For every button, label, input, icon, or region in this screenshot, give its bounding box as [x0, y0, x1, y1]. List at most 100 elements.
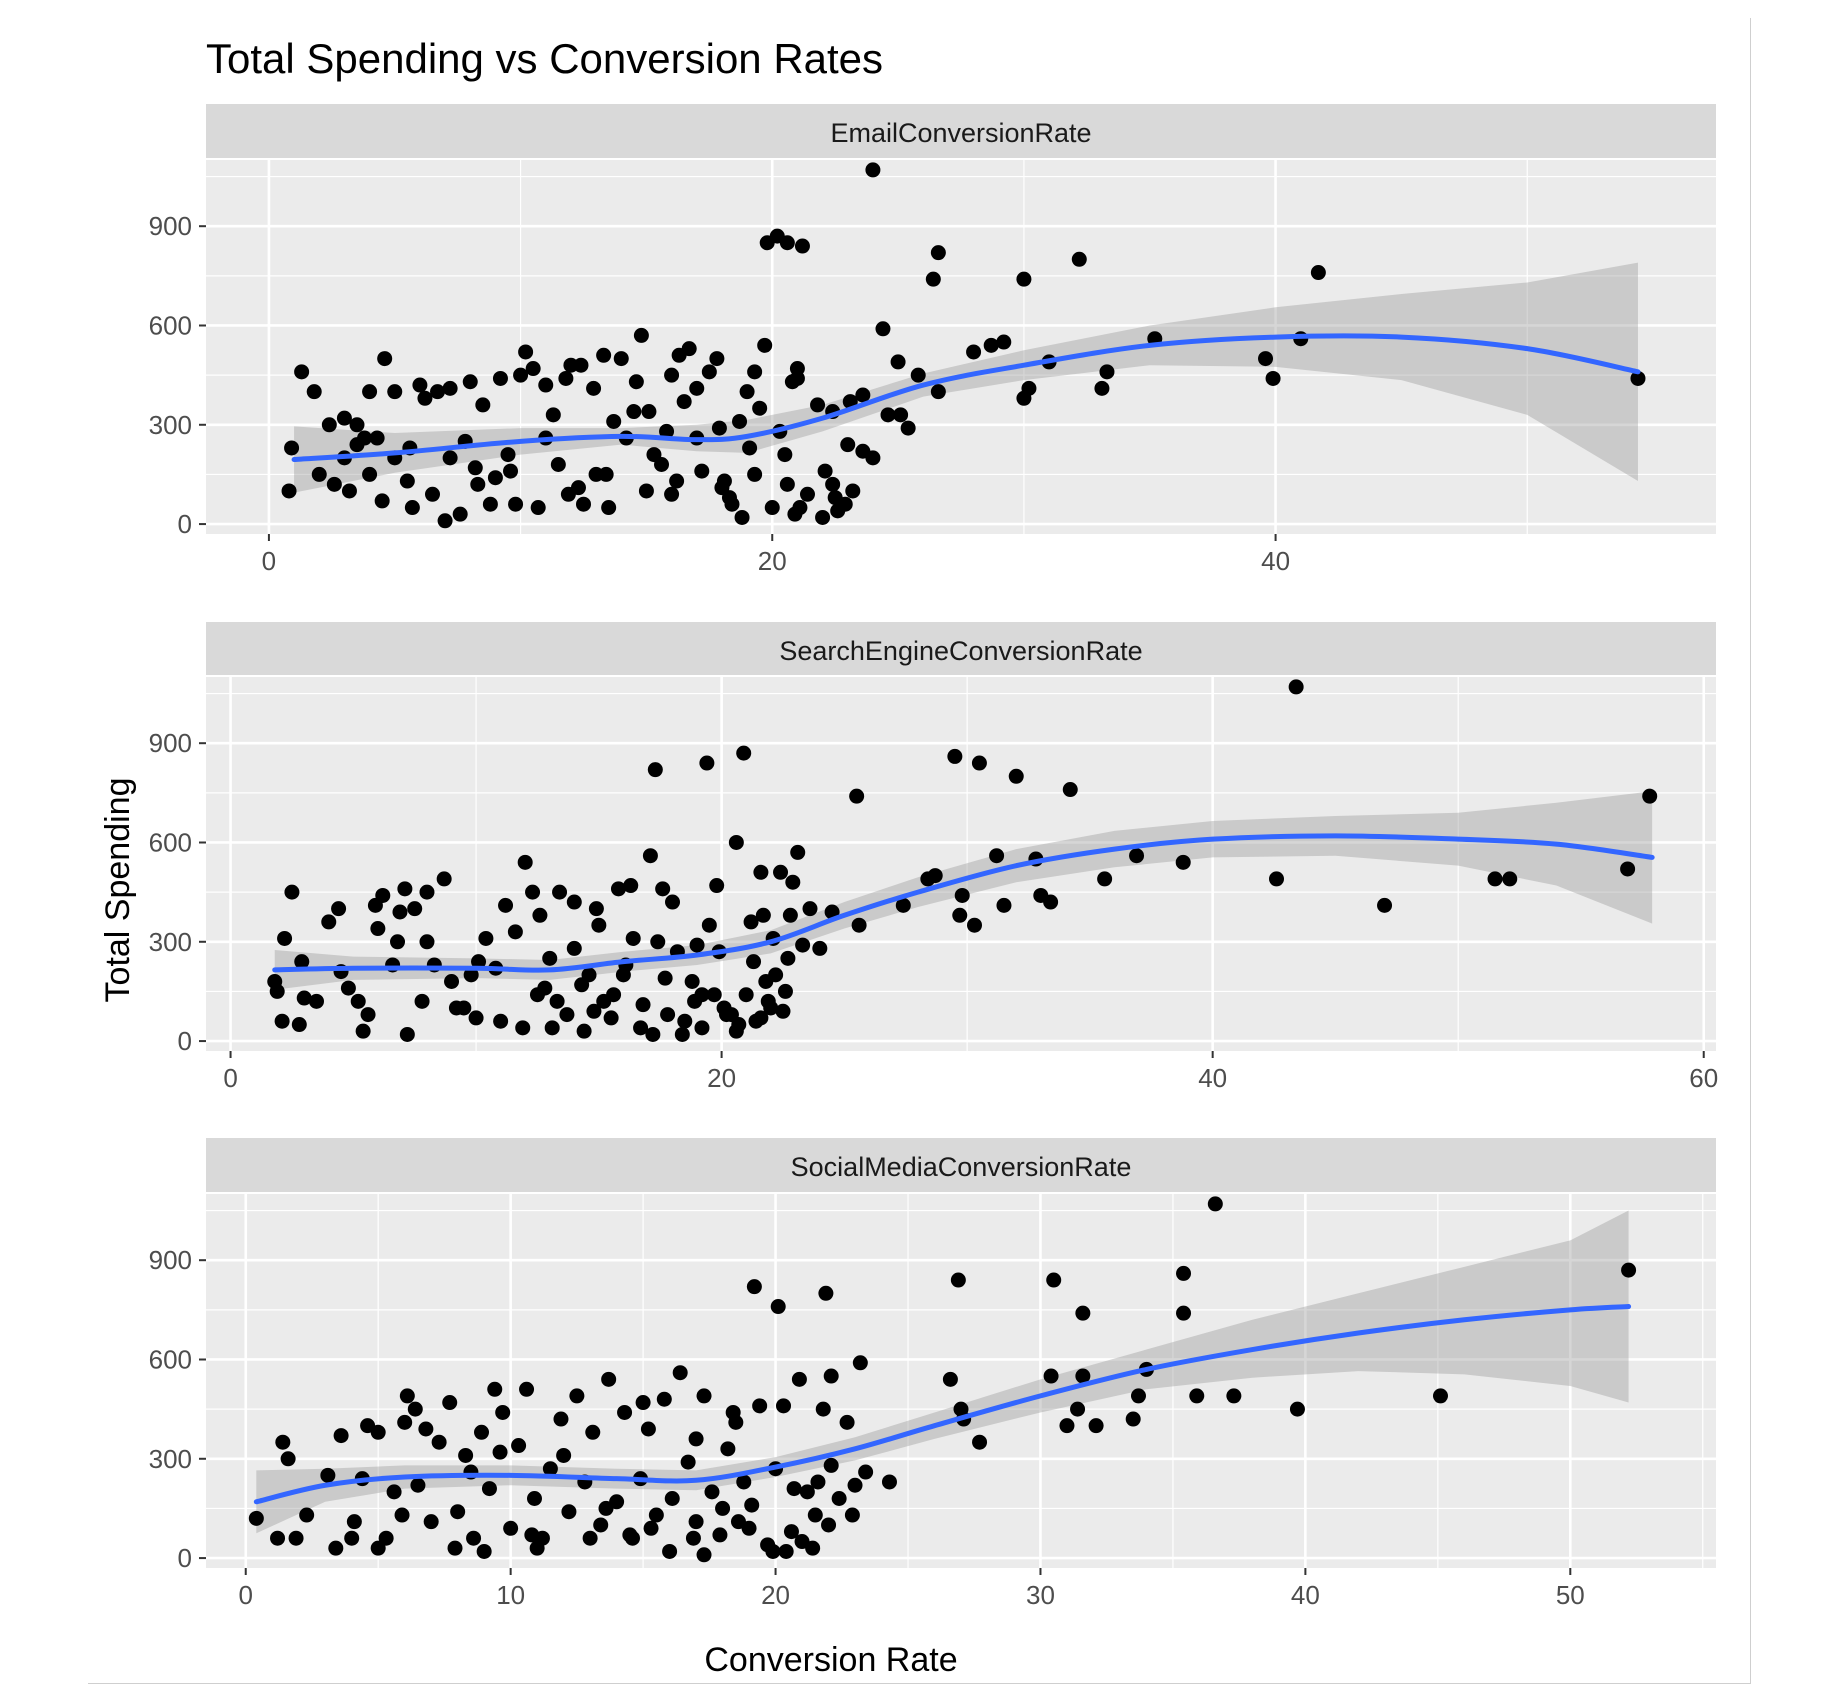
data-point [596, 347, 612, 363]
data-point [688, 1514, 704, 1530]
data-point [746, 954, 762, 970]
data-point [532, 907, 548, 923]
data-point [757, 337, 773, 353]
data-point [930, 384, 946, 400]
data-point [561, 1504, 577, 1520]
data-point [648, 1507, 664, 1523]
data-point [431, 1434, 447, 1450]
data-point [320, 1467, 336, 1483]
data-point [688, 1431, 704, 1447]
data-point [481, 1481, 497, 1497]
data-point [719, 1007, 735, 1023]
data-point [593, 1517, 609, 1533]
data-point [615, 967, 631, 983]
data-point [570, 480, 586, 496]
data-point [660, 1007, 676, 1023]
data-point [442, 1395, 458, 1411]
data-point [689, 380, 705, 396]
data-point [1258, 351, 1274, 367]
data-point [930, 245, 946, 261]
data-point [586, 1003, 602, 1019]
data-point [476, 1543, 492, 1559]
facet-panel: EmailConversionRate 0 300 600 900 0 20 40 [149, 104, 1716, 576]
data-point [840, 437, 856, 453]
x-tick-label: 0 [239, 1580, 253, 1610]
data-point [704, 1484, 720, 1500]
data-point [650, 934, 666, 950]
data-point [410, 1477, 426, 1493]
data-point [375, 887, 391, 903]
data-point [591, 917, 607, 933]
panel-background [206, 677, 1716, 1051]
y-tick-label: 900 [149, 211, 192, 241]
data-point [706, 987, 722, 1003]
data-point [269, 983, 285, 999]
data-point [418, 1421, 434, 1437]
data-point [633, 327, 649, 343]
facet-panel: SocialMediaConversionRate 0 300 600 900 0 10 20… [149, 1138, 1716, 1610]
data-point [1502, 871, 1518, 887]
data-point [640, 1421, 656, 1437]
data-point [752, 400, 768, 416]
data-point [306, 384, 322, 400]
data-point [966, 344, 982, 360]
x-tick-label: 20 [707, 1063, 736, 1093]
data-point [482, 496, 498, 512]
data-point [779, 476, 795, 492]
data-point [1062, 782, 1078, 798]
data-point [360, 1007, 376, 1023]
data-point [458, 1447, 474, 1463]
data-point [1099, 364, 1115, 380]
data-point [785, 874, 801, 890]
data-point [996, 334, 1012, 350]
panel-background [206, 1194, 1716, 1568]
data-point [529, 1540, 545, 1556]
data-point [701, 917, 717, 933]
data-point [851, 917, 867, 933]
facet-strip [206, 1138, 1716, 1192]
data-point [739, 384, 755, 400]
data-point [430, 384, 446, 400]
data-point [825, 476, 841, 492]
data-point [355, 1023, 371, 1039]
data-point [815, 1401, 831, 1417]
x-tick-label: 0 [262, 546, 276, 576]
data-point [680, 1454, 696, 1470]
data-point [699, 755, 715, 771]
data-point [397, 881, 413, 897]
data-point [1377, 897, 1393, 913]
data-point [281, 483, 297, 499]
data-point [248, 1510, 264, 1526]
data-point [724, 496, 740, 512]
data-point [1642, 788, 1658, 804]
data-point [299, 1507, 315, 1523]
data-point [333, 1428, 349, 1444]
data-point [865, 162, 881, 178]
chart-title: Total Spending vs Conversion Rates [206, 35, 883, 82]
data-point [1046, 1272, 1062, 1288]
data-point [711, 420, 727, 436]
data-point [270, 1530, 286, 1546]
data-point [743, 914, 759, 930]
data-point [399, 1388, 415, 1404]
data-point [657, 970, 673, 986]
data-point [437, 513, 453, 529]
data-point [350, 993, 366, 1009]
data-point [1016, 390, 1032, 406]
data-point [1621, 1262, 1637, 1278]
data-point [566, 894, 582, 910]
data-point [669, 473, 685, 489]
data-point [370, 1424, 386, 1440]
data-point [865, 450, 881, 466]
data-point [696, 1547, 712, 1563]
data-point [763, 1000, 779, 1016]
data-point [518, 344, 534, 360]
data-point [725, 1404, 741, 1420]
data-point [370, 1540, 386, 1556]
data-point [626, 404, 642, 420]
data-point [967, 917, 983, 933]
data-point [633, 1020, 649, 1036]
data-point [412, 377, 428, 393]
data-point [1129, 848, 1145, 864]
data-point [1630, 370, 1646, 386]
